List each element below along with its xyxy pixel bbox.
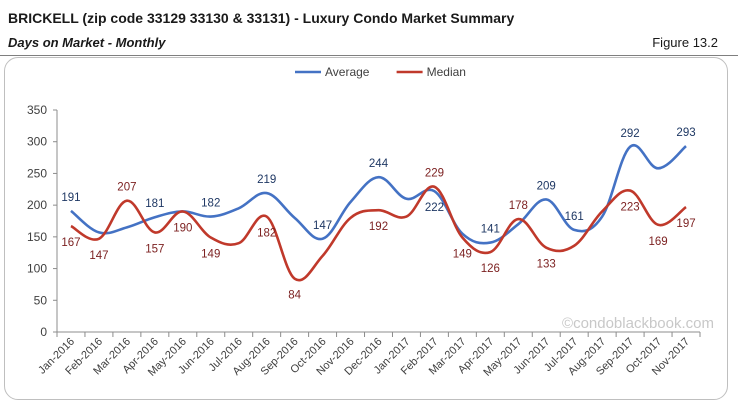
y-tick-label: 100 bbox=[27, 262, 47, 276]
data-label-median: 190 bbox=[173, 222, 192, 234]
data-label-average: 209 bbox=[537, 180, 556, 192]
y-tick-label: 50 bbox=[34, 293, 48, 307]
data-label-median: 207 bbox=[117, 182, 136, 194]
data-label-median: 147 bbox=[89, 250, 108, 262]
data-labels: 191 181 182 219 147 244 222 141 209 161 292 293 167 1… bbox=[61, 127, 695, 302]
series-line-median bbox=[70, 185, 687, 282]
data-label-average: 182 bbox=[201, 198, 220, 210]
figure-number: Figure 13.2 bbox=[652, 35, 718, 50]
data-label-median: 149 bbox=[201, 248, 220, 260]
legend: Average Median bbox=[295, 65, 466, 79]
series-line-average bbox=[70, 143, 687, 245]
data-label-average: 191 bbox=[61, 192, 80, 204]
data-label-average: 161 bbox=[565, 211, 584, 223]
chart-title: BRICKELL (zip code 33129 33130 & 33131) … bbox=[8, 10, 515, 26]
data-label-average: 147 bbox=[313, 220, 332, 232]
data-label-median: 229 bbox=[425, 168, 444, 180]
watermark: ©condoblackbook.com bbox=[562, 315, 714, 332]
legend-label-average: Average bbox=[325, 65, 370, 79]
chart-subtitle: Days on Market - Monthly bbox=[8, 35, 166, 50]
data-label-average: 181 bbox=[145, 198, 164, 210]
data-label-median: 178 bbox=[509, 200, 528, 212]
data-label-average: 293 bbox=[676, 127, 695, 139]
data-label-median: 126 bbox=[481, 263, 500, 275]
data-label-median: 182 bbox=[257, 228, 276, 240]
data-label-average: 141 bbox=[481, 224, 500, 236]
data-label-median: 167 bbox=[61, 237, 80, 249]
data-label-median: 157 bbox=[145, 243, 164, 255]
y-tick-label: 200 bbox=[27, 198, 47, 212]
header-divider bbox=[0, 55, 738, 56]
y-tick-label: 150 bbox=[27, 230, 47, 244]
data-label-median: 84 bbox=[288, 290, 301, 302]
data-label-median: 169 bbox=[648, 236, 667, 248]
data-label-average: 222 bbox=[425, 202, 444, 214]
y-tick-label: 300 bbox=[27, 135, 47, 149]
data-label-median: 223 bbox=[621, 202, 640, 214]
data-label-average: 219 bbox=[257, 174, 276, 186]
data-label-average: 292 bbox=[621, 128, 640, 140]
y-axis: 0 50 100 150 200 250 300 350 bbox=[27, 103, 58, 339]
y-tick-label: 0 bbox=[40, 325, 47, 339]
x-axis: Jan-2016Feb-2016Mar-2016Apr-2016May-2016… bbox=[36, 331, 701, 379]
data-label-median: 192 bbox=[369, 221, 388, 233]
series-lines bbox=[70, 143, 687, 282]
data-label-average: 244 bbox=[369, 158, 389, 170]
data-label-median: 149 bbox=[453, 248, 472, 260]
y-tick-label: 250 bbox=[27, 166, 47, 180]
data-label-median: 197 bbox=[676, 218, 695, 230]
y-tick-label: 350 bbox=[27, 103, 47, 117]
legend-label-median: Median bbox=[427, 65, 466, 79]
data-label-median: 133 bbox=[537, 259, 556, 271]
